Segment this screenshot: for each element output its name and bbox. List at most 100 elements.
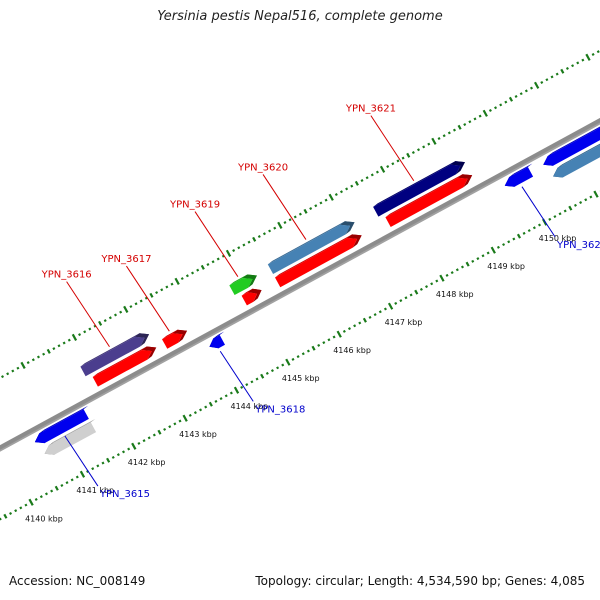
- bottom-scale-dot: [332, 335, 336, 339]
- bottom-scale-dot: [270, 369, 274, 373]
- top-scale-dot: [437, 137, 441, 141]
- bottom-scale-dot: [507, 240, 511, 244]
- gene-arrow: [44, 418, 97, 455]
- gene-arrow: [80, 333, 150, 377]
- gene-arrow: [267, 221, 355, 274]
- bottom-scale-dot: [116, 453, 120, 457]
- bottom-scale-dot: [163, 427, 167, 431]
- kbp-label: 4149 kbp: [487, 262, 525, 271]
- top-scale-dot: [1, 375, 5, 379]
- top-scale-dot: [303, 208, 308, 214]
- top-scale-dot: [519, 92, 523, 96]
- top-scale-major-tick: [71, 333, 78, 341]
- top-scale-dot: [252, 236, 257, 242]
- top-scale-dot: [391, 162, 395, 166]
- backbone-layer: [0, 117, 600, 452]
- top-scale-dot: [309, 207, 313, 211]
- bottom-scale-major-tick: [285, 358, 291, 366]
- bottom-scale-dot: [291, 357, 295, 361]
- gene-arrow: [209, 331, 225, 349]
- bottom-scale-dot: [476, 257, 480, 261]
- bottom-scale-dot: [394, 301, 398, 305]
- top-scale-dot: [144, 296, 148, 300]
- bottom-scale-dot: [368, 315, 372, 319]
- top-scale-dot: [46, 348, 51, 354]
- gene-arrow-face: [553, 144, 600, 178]
- bottom-scale-major-tick: [336, 330, 342, 338]
- leader-line: [262, 174, 307, 240]
- top-scale-major-tick: [277, 221, 283, 229]
- top-scale-dot: [386, 165, 390, 169]
- bottom-scale-dot: [14, 509, 18, 513]
- bottom-scale-major-tick: [182, 414, 188, 422]
- bottom-scale-dot: [44, 492, 48, 496]
- bottom-scale-dot: [471, 259, 475, 263]
- top-scale-dot: [565, 66, 569, 70]
- top-scale-major-tick: [482, 109, 488, 117]
- bottom-scale-dot: [455, 268, 459, 272]
- top-scale-dot: [463, 123, 467, 126]
- top-scale-dot: [268, 229, 272, 233]
- top-scale-dot: [62, 341, 66, 345]
- gene-arrow: [241, 288, 262, 306]
- gene-arrow-face: [34, 409, 89, 444]
- bottom-scale-major-tick: [28, 498, 34, 506]
- top-scale-dot: [242, 243, 246, 247]
- accession-text: Accession: NC_008149: [9, 574, 146, 588]
- top-scale-major-tick: [585, 53, 591, 61]
- bottom-scale-dot: [296, 355, 300, 359]
- gene-arrow-face: [241, 292, 258, 306]
- top-scale-dot: [504, 100, 508, 104]
- top-scale-dot: [36, 355, 40, 359]
- bottom-scale-dot: [496, 245, 500, 249]
- top-scale-dot: [170, 282, 174, 286]
- top-scale-dot: [185, 274, 189, 278]
- bottom-scale-dot: [86, 469, 90, 473]
- bottom-scale-dot: [532, 226, 536, 230]
- top-scale-dot: [134, 302, 138, 306]
- bottom-scale-dot: [553, 215, 557, 219]
- top-scale-dot: [98, 320, 103, 326]
- gene-arrow-face: [275, 237, 358, 288]
- top-scale-dot: [571, 64, 575, 68]
- top-scale-dot: [206, 263, 210, 267]
- bottom-scale-dot: [214, 399, 218, 403]
- top-scale-dot: [293, 215, 297, 219]
- gene-label: YPN_3617: [100, 254, 151, 265]
- bottom-scale-dot: [548, 217, 552, 221]
- bottom-scale-major-tick: [387, 302, 394, 310]
- bottom-scale-dot: [414, 289, 419, 295]
- top-scale-dot: [160, 288, 164, 292]
- bottom-scale-dot: [122, 450, 126, 454]
- top-scale-major-tick: [123, 305, 129, 313]
- bottom-scale-dot: [173, 422, 177, 426]
- top-scale-dot: [196, 268, 200, 272]
- bottom-scale-dot: [481, 254, 485, 258]
- top-scale-major-tick: [379, 165, 386, 173]
- bottom-scale-dot: [563, 209, 567, 213]
- bottom-scale-dot: [152, 433, 156, 437]
- bottom-scale-dot: [276, 366, 280, 370]
- gene-arrow-top: [553, 143, 600, 177]
- top-scale-dot: [88, 327, 92, 331]
- genes-layer: [34, 126, 600, 455]
- bottom-scale-dot: [60, 483, 64, 487]
- bottom-scale-dot: [245, 383, 249, 387]
- bottom-scale-dot: [75, 475, 79, 479]
- bottom-scale-dot: [435, 279, 439, 283]
- top-scale-dot: [129, 305, 133, 309]
- bottom-scale-dot: [224, 394, 228, 398]
- kbp-label: 4150 kbp: [539, 234, 577, 243]
- gene-arrow-top: [34, 405, 89, 443]
- bottom-scale-dot: [208, 401, 213, 407]
- bottom-scale-dot: [281, 363, 285, 367]
- bottom-scale-dot: [522, 231, 526, 235]
- gene-label: YPN_3620: [237, 162, 288, 173]
- top-scale-dot: [514, 95, 518, 98]
- top-scale-dot: [57, 344, 61, 348]
- top-scale-dot: [540, 80, 544, 84]
- top-scale-dot: [442, 134, 446, 138]
- gene-label: YPN_3621: [345, 104, 396, 115]
- top-scale-dot: [406, 152, 411, 158]
- bottom-scale-dot: [348, 327, 351, 331]
